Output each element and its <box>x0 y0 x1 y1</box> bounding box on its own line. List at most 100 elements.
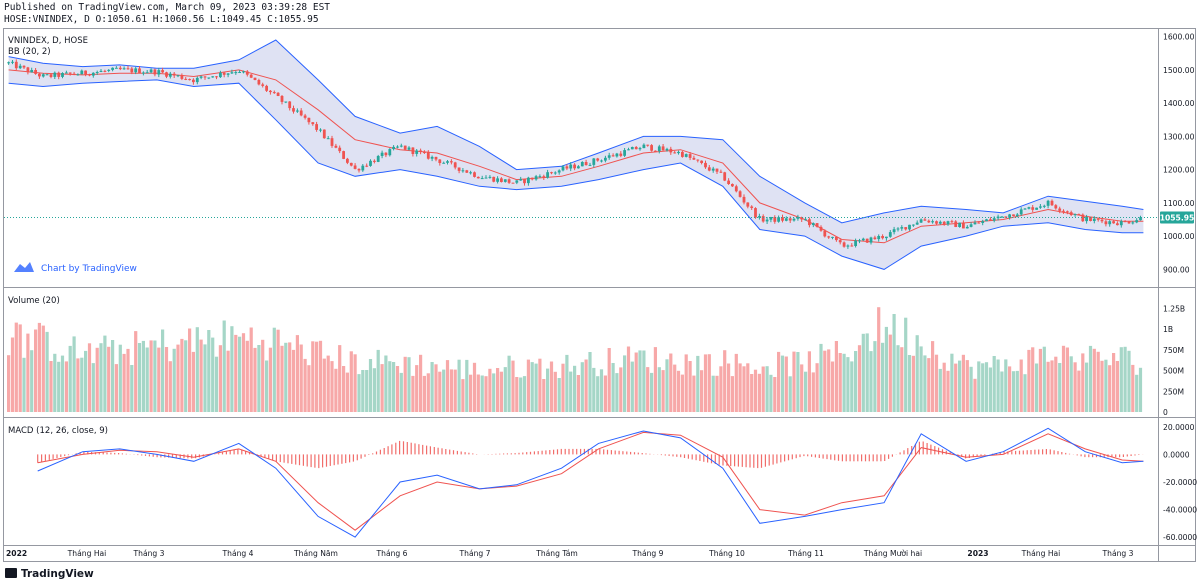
candle-body <box>330 138 334 146</box>
volume-bar <box>469 374 473 412</box>
candle-body <box>373 160 376 162</box>
volume-bar <box>118 344 122 412</box>
volume-bar <box>430 362 434 412</box>
tradingview-logo-icon <box>5 568 17 578</box>
candle-body <box>1012 214 1015 217</box>
volume-bar <box>673 364 677 412</box>
candle-body <box>149 69 153 73</box>
volume-axis-tick: 0 <box>1163 408 1168 417</box>
volume-bar <box>130 365 134 412</box>
candle-body <box>269 90 272 93</box>
candle-body <box>1000 216 1004 218</box>
volume-bar <box>665 359 669 412</box>
volume-bar <box>345 372 349 412</box>
volume-bar <box>973 378 977 412</box>
candle-body <box>353 165 357 169</box>
volume-bar <box>72 336 76 412</box>
macd-axis-tick: 20.0000 <box>1163 423 1195 432</box>
candle-body <box>969 224 973 227</box>
candle-body <box>523 179 526 184</box>
volume-bar <box>238 336 242 412</box>
candle-body <box>831 236 834 238</box>
candle-body <box>873 237 877 240</box>
candle-body <box>754 208 757 218</box>
volume-bar <box>807 351 811 412</box>
time-axis-tick: Tháng 7 <box>459 549 491 558</box>
volume-bar <box>14 322 18 412</box>
candle-body <box>700 160 703 163</box>
candle-body <box>758 216 761 218</box>
volume-bar <box>438 371 442 412</box>
volume-bar <box>234 334 238 412</box>
candle-body <box>476 176 480 179</box>
candle-body <box>800 217 804 220</box>
candle-body <box>84 70 87 75</box>
volume-bar <box>715 375 719 412</box>
candle-body <box>946 221 950 225</box>
volume-bar <box>114 364 118 412</box>
candle-body <box>534 176 538 180</box>
candle-body <box>322 129 326 139</box>
bb-fill <box>8 40 1144 270</box>
volume-bar <box>103 335 107 412</box>
time-axis-tick: 2022 <box>6 549 27 558</box>
price-axis-tick: 1200.00 <box>1163 166 1195 175</box>
volume-bar <box>538 358 542 412</box>
candle-body <box>299 110 303 116</box>
volume-bar <box>669 353 673 412</box>
volume-axis-tick: 500M <box>1163 367 1184 376</box>
candle-body <box>773 217 777 222</box>
volume-pane <box>7 307 1143 412</box>
candle-body <box>1023 208 1027 210</box>
candle-body <box>1112 221 1115 224</box>
volume-bar <box>342 366 346 412</box>
tradingview-logo[interactable]: TradingView <box>5 568 94 580</box>
volume-bar <box>1115 361 1119 412</box>
time-axis-tick: Tháng Mười hai <box>863 549 922 558</box>
volume-bar <box>1077 370 1081 412</box>
candle-body <box>588 164 592 166</box>
candle-body <box>827 236 831 238</box>
candle-body <box>492 176 496 182</box>
candle-body <box>777 217 780 222</box>
volume-bar <box>315 341 319 412</box>
candle-body <box>565 166 569 169</box>
volume-bar <box>1054 356 1058 412</box>
volume-bar <box>334 368 338 412</box>
candle-body <box>22 65 26 68</box>
chart-by-tradingview-link[interactable]: Chart by TradingView <box>14 262 137 274</box>
volume-bar <box>411 375 415 412</box>
volume-bar <box>522 376 527 412</box>
candle-body <box>1085 217 1088 222</box>
volume-bar <box>746 363 750 412</box>
volume-bar <box>900 347 904 412</box>
candle-body <box>623 150 626 156</box>
volume-bar <box>611 363 615 412</box>
candle-body <box>319 129 322 131</box>
candle-body <box>26 67 30 73</box>
candle-body <box>900 227 904 229</box>
volume-bar <box>318 340 323 412</box>
tradingview-cloud-icon <box>14 262 34 272</box>
time-axis-tick: Tháng Tám <box>535 549 578 558</box>
volume-bar <box>222 320 226 412</box>
volume-bar <box>99 343 103 412</box>
candle-body <box>638 148 642 150</box>
volume-bar <box>700 370 704 412</box>
candle-body <box>1081 214 1085 222</box>
candle-body <box>942 221 946 225</box>
volume-bar <box>977 361 981 412</box>
candle-body <box>453 162 457 168</box>
chart-by-tradingview-text[interactable]: Chart by TradingView <box>41 264 137 274</box>
candle-body <box>461 170 465 172</box>
volume-bar <box>1138 367 1143 412</box>
volume-bar <box>546 368 550 412</box>
candle-body <box>784 218 788 221</box>
candle-body <box>484 177 488 179</box>
volume-bar <box>496 368 500 412</box>
candle-body <box>1046 200 1050 206</box>
candle-body <box>369 160 372 166</box>
volume-bar <box>804 371 808 412</box>
candle-body <box>1066 211 1069 213</box>
volume-bar <box>30 350 34 412</box>
